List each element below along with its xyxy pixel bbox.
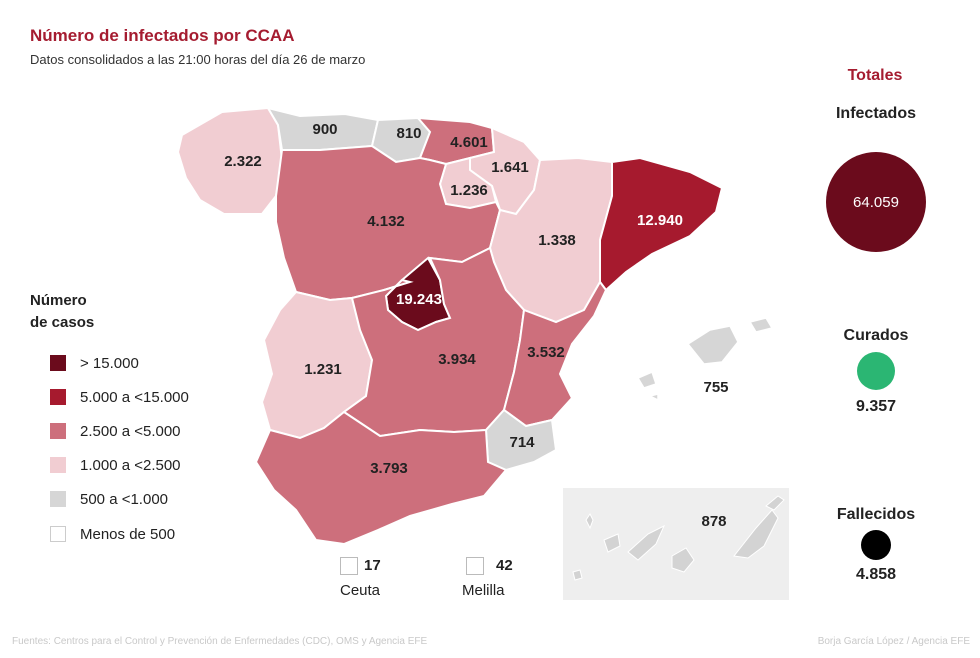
region-baleares-formentera[interactable] bbox=[650, 394, 658, 400]
legend-item: 500 a <1.000 bbox=[50, 488, 168, 510]
curados-label: Curados bbox=[816, 327, 936, 345]
value-andalucia: 3.793 bbox=[370, 460, 408, 477]
legend-item: 2.500 a <5.000 bbox=[50, 420, 181, 442]
ceuta-value: 17 bbox=[364, 557, 381, 574]
legend-item: > 15.000 bbox=[50, 352, 139, 374]
legend-label: 2.500 a <5.000 bbox=[80, 423, 181, 440]
legend-title-line1: Número bbox=[30, 290, 94, 312]
legend-label: > 15.000 bbox=[80, 355, 139, 372]
legend-swatch bbox=[50, 526, 66, 542]
legend-label: 500 a <1.000 bbox=[80, 491, 168, 508]
legend-item: Menos de 500 bbox=[50, 523, 175, 545]
ceuta-box[interactable] bbox=[340, 557, 358, 575]
infectados-label: Infectados bbox=[816, 105, 936, 123]
legend-title: Número de casos bbox=[30, 290, 94, 334]
region-baleares-menorca[interactable] bbox=[750, 318, 772, 332]
legend-item: 1.000 a <2.500 bbox=[50, 454, 181, 476]
value-extremadura: 1.231 bbox=[304, 361, 342, 378]
value-cantabria: 810 bbox=[396, 125, 421, 142]
curados-value: 9.357 bbox=[816, 398, 936, 416]
value-castilla-la-mancha: 3.934 bbox=[438, 351, 476, 368]
region-baleares-ibiza[interactable] bbox=[638, 372, 656, 388]
infectados-value: 64.059 bbox=[853, 194, 899, 211]
legend-label: 5.000 a <15.000 bbox=[80, 389, 189, 406]
fallecidos-label: Fallecidos bbox=[816, 506, 936, 524]
ceuta-name: Ceuta bbox=[340, 582, 380, 599]
totals-title: Totales bbox=[820, 67, 930, 85]
legend-title-line2: de casos bbox=[30, 312, 94, 334]
value-cataluna: 12.940 bbox=[637, 212, 683, 229]
value-pais-vasco: 4.601 bbox=[450, 134, 488, 151]
fallecidos-value: 4.858 bbox=[816, 566, 936, 584]
region-baleares-mallorca[interactable] bbox=[688, 326, 738, 364]
value-madrid: 19.243 bbox=[396, 291, 442, 308]
legend-label: 1.000 a <2.500 bbox=[80, 457, 181, 474]
value-valencia: 3.532 bbox=[527, 344, 565, 361]
value-la-rioja: 1.236 bbox=[450, 182, 488, 199]
legend-item: 5.000 a <15.000 bbox=[50, 386, 189, 408]
legend-swatch bbox=[50, 457, 66, 473]
fallecidos-circle bbox=[861, 530, 891, 560]
legend-swatch bbox=[50, 355, 66, 371]
value-murcia: 714 bbox=[509, 434, 535, 451]
curados-circle bbox=[857, 352, 895, 390]
infectados-circle: 64.059 bbox=[826, 152, 926, 252]
melilla-box[interactable] bbox=[466, 557, 484, 575]
legend-swatch bbox=[50, 491, 66, 507]
value-asturias: 900 bbox=[312, 121, 337, 138]
legend-swatch bbox=[50, 389, 66, 405]
footer-credit: Borja García López / Agencia EFE bbox=[818, 636, 970, 647]
footer-source: Fuentes: Centros para el Control y Preve… bbox=[12, 636, 427, 647]
melilla-name: Melilla bbox=[462, 582, 505, 599]
legend-swatch bbox=[50, 423, 66, 439]
value-baleares: 755 bbox=[703, 379, 728, 396]
melilla-value: 42 bbox=[496, 557, 513, 574]
value-aragon: 1.338 bbox=[538, 232, 576, 249]
value-navarra: 1.641 bbox=[491, 159, 529, 176]
value-galicia: 2.322 bbox=[224, 153, 262, 170]
value-castilla-leon: 4.132 bbox=[367, 213, 405, 230]
value-canarias: 878 bbox=[701, 513, 726, 530]
legend-label: Menos de 500 bbox=[80, 526, 175, 543]
